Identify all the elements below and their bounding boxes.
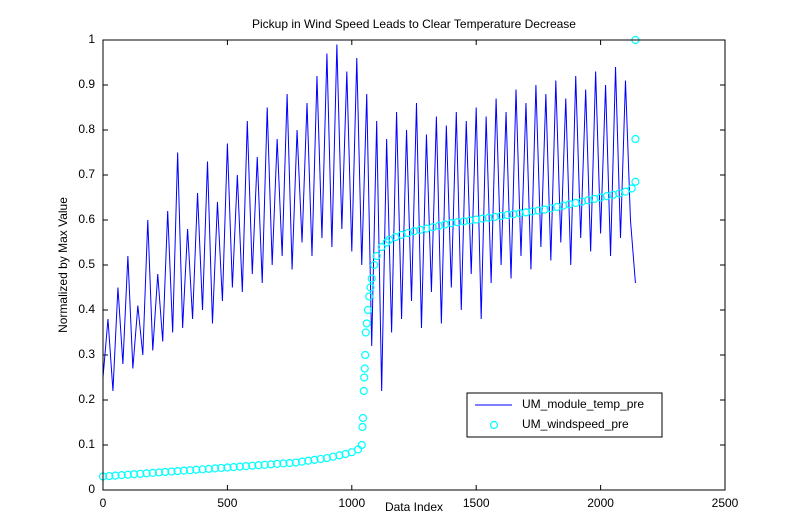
data-point xyxy=(154,468,164,477)
data-point xyxy=(229,462,238,472)
data-point xyxy=(185,466,195,475)
legend-label: UM_windspeed_pre xyxy=(522,417,629,431)
data-point xyxy=(447,219,456,228)
data-point xyxy=(360,364,369,373)
data-point xyxy=(148,468,157,477)
data-point xyxy=(365,292,374,301)
data-point xyxy=(478,214,487,223)
y-tick-label: 0 xyxy=(88,482,95,496)
legend-label: UM_module_temp_pre xyxy=(522,397,644,411)
data-line xyxy=(102,44,636,392)
data-point xyxy=(241,462,251,471)
data-point xyxy=(210,464,220,473)
data-point xyxy=(357,440,366,450)
data-point xyxy=(304,456,313,465)
data-point xyxy=(285,458,294,468)
y-tick-label: 0.9 xyxy=(78,77,95,91)
axes-box xyxy=(102,39,726,491)
x-tick-label: 1000 xyxy=(338,496,365,510)
y-tick-label: 0.6 xyxy=(78,212,95,226)
data-point xyxy=(370,260,379,270)
data-point xyxy=(490,212,499,221)
data-point xyxy=(173,467,182,476)
data-point xyxy=(361,350,370,360)
data-point xyxy=(136,469,145,478)
data-point xyxy=(217,463,226,473)
data-point xyxy=(297,457,307,466)
data-point xyxy=(363,305,373,315)
x-tick-label: 1500 xyxy=(463,496,490,510)
data-point xyxy=(358,413,368,423)
data-point xyxy=(167,467,176,476)
data-point xyxy=(235,462,244,471)
data-point xyxy=(367,274,376,283)
data-point xyxy=(496,211,506,221)
y-tick-label: 0.5 xyxy=(78,257,95,271)
y-tick-label: 0.1 xyxy=(78,437,95,451)
data-point xyxy=(273,459,282,468)
data-point xyxy=(358,422,367,432)
data-point xyxy=(528,207,537,216)
chart-title: Pickup in Wind Speed Leads to Clear Temp… xyxy=(252,17,576,31)
data-point xyxy=(279,459,288,468)
data-point xyxy=(631,177,640,186)
data-point xyxy=(316,454,325,464)
y-tick-label: 0.8 xyxy=(78,122,95,136)
data-point xyxy=(359,386,368,396)
data-point xyxy=(179,466,188,475)
data-point xyxy=(484,213,493,222)
data-point xyxy=(161,467,170,477)
y-tick-label: 0.7 xyxy=(78,167,95,181)
data-point xyxy=(291,458,300,467)
y-axis-label: Normalized by Max Value xyxy=(56,197,70,333)
data-point xyxy=(382,238,391,247)
data-point xyxy=(117,471,126,480)
x-tick-label: 2500 xyxy=(712,496,739,510)
data-point xyxy=(509,210,518,219)
data-point xyxy=(631,134,640,144)
x-axis-label: Data Index xyxy=(385,500,443,514)
y-tick-label: 0.4 xyxy=(78,302,95,316)
data-point xyxy=(621,187,630,196)
data-point xyxy=(521,208,531,217)
data-point xyxy=(254,461,263,470)
y-tick-label: 0.2 xyxy=(78,392,95,406)
data-point xyxy=(266,460,276,469)
data-point xyxy=(366,283,375,292)
data-point xyxy=(223,463,232,472)
data-point xyxy=(503,210,512,220)
data-point xyxy=(105,471,114,481)
data-point xyxy=(459,217,468,226)
x-tick-label: 500 xyxy=(217,496,237,510)
data-point xyxy=(627,184,636,193)
x-tick-label: 0 xyxy=(100,496,107,510)
data-point xyxy=(515,209,524,218)
data-point xyxy=(192,465,201,474)
data-point xyxy=(377,242,386,252)
data-point xyxy=(142,469,151,478)
data-point xyxy=(472,215,481,224)
y-tick-label: 0.3 xyxy=(78,347,95,361)
data-point xyxy=(360,373,369,382)
data-point xyxy=(130,470,139,479)
data-point xyxy=(534,206,543,215)
data-point xyxy=(260,460,269,469)
data-point xyxy=(123,470,132,479)
data-point xyxy=(248,461,257,470)
x-tick-label: 2000 xyxy=(587,496,614,510)
data-point xyxy=(361,328,370,337)
data-point xyxy=(111,471,120,480)
y-tick-label: 1 xyxy=(88,32,95,46)
data-point xyxy=(372,251,381,261)
data-point xyxy=(198,465,207,474)
data-point xyxy=(310,455,319,464)
legend-box xyxy=(466,392,663,438)
data-point xyxy=(204,464,213,473)
legend-swatch xyxy=(489,420,499,430)
data-point xyxy=(453,218,462,227)
data-point xyxy=(465,216,475,225)
data-point xyxy=(362,319,371,328)
